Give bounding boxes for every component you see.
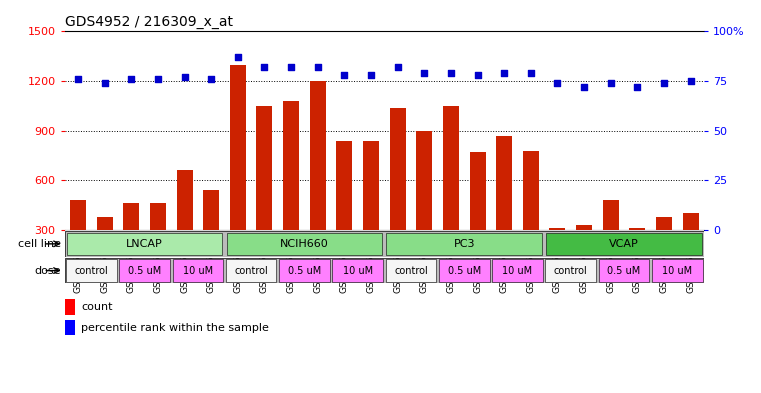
Bar bbox=[386, 259, 436, 282]
Text: GDS4952 / 216309_x_at: GDS4952 / 216309_x_at bbox=[65, 15, 233, 29]
Bar bbox=[576, 225, 592, 279]
Bar bbox=[256, 106, 272, 279]
Bar bbox=[283, 101, 299, 279]
Point bbox=[285, 64, 297, 70]
Bar bbox=[227, 233, 382, 255]
Bar bbox=[546, 259, 596, 282]
Bar bbox=[603, 200, 619, 279]
Text: control: control bbox=[554, 266, 587, 275]
Bar bbox=[683, 213, 699, 279]
Point bbox=[338, 72, 350, 78]
Bar bbox=[279, 259, 330, 282]
Text: 0.5 uM: 0.5 uM bbox=[288, 266, 321, 275]
Point bbox=[391, 64, 403, 70]
Text: 10 uM: 10 uM bbox=[662, 266, 693, 275]
Text: cell line: cell line bbox=[18, 239, 61, 249]
Point bbox=[444, 70, 457, 76]
Text: control: control bbox=[394, 266, 428, 275]
Point bbox=[524, 70, 537, 76]
Bar bbox=[656, 217, 672, 279]
Text: 10 uM: 10 uM bbox=[183, 266, 213, 275]
Point bbox=[471, 72, 484, 78]
Text: NCIH660: NCIH660 bbox=[280, 239, 329, 249]
Point bbox=[365, 72, 377, 78]
Bar bbox=[470, 152, 486, 279]
Text: 10 uM: 10 uM bbox=[502, 266, 533, 275]
Bar bbox=[523, 151, 539, 279]
Point bbox=[205, 76, 218, 82]
Bar bbox=[67, 233, 222, 255]
Point bbox=[604, 80, 616, 86]
Bar bbox=[549, 228, 565, 279]
Bar bbox=[629, 228, 645, 279]
Point bbox=[231, 54, 244, 61]
Point bbox=[125, 76, 137, 82]
Bar bbox=[416, 130, 432, 279]
Bar bbox=[65, 299, 75, 314]
Bar bbox=[70, 200, 86, 279]
Bar bbox=[546, 233, 702, 255]
Point bbox=[684, 78, 696, 84]
Bar bbox=[97, 217, 113, 279]
Text: 0.5 uM: 0.5 uM bbox=[607, 266, 641, 275]
Text: PC3: PC3 bbox=[454, 239, 475, 249]
Text: control: control bbox=[75, 266, 108, 275]
Bar bbox=[439, 259, 489, 282]
Text: 10 uM: 10 uM bbox=[342, 266, 373, 275]
Text: VCAP: VCAP bbox=[609, 239, 639, 249]
Bar bbox=[119, 259, 170, 282]
Point bbox=[151, 76, 164, 82]
Point bbox=[631, 84, 643, 90]
Bar bbox=[492, 259, 543, 282]
Point bbox=[258, 64, 271, 70]
Bar bbox=[363, 141, 379, 279]
Bar bbox=[226, 259, 276, 282]
Bar bbox=[123, 204, 139, 279]
Bar bbox=[66, 259, 116, 282]
Bar bbox=[387, 233, 542, 255]
Text: control: control bbox=[234, 266, 268, 275]
Text: LNCAP: LNCAP bbox=[126, 239, 163, 249]
Bar bbox=[333, 259, 383, 282]
Bar bbox=[65, 320, 75, 335]
Bar bbox=[599, 259, 649, 282]
Bar bbox=[203, 190, 219, 279]
Text: 0.5 uM: 0.5 uM bbox=[447, 266, 481, 275]
Bar bbox=[150, 204, 166, 279]
Bar bbox=[177, 170, 193, 279]
Point bbox=[72, 76, 84, 82]
Bar bbox=[496, 136, 512, 279]
Text: count: count bbox=[81, 302, 113, 312]
Text: dose: dose bbox=[34, 266, 61, 275]
Bar bbox=[652, 259, 702, 282]
Bar bbox=[230, 64, 246, 279]
Text: percentile rank within the sample: percentile rank within the sample bbox=[81, 323, 269, 332]
Bar bbox=[443, 106, 459, 279]
Point bbox=[312, 64, 324, 70]
Bar bbox=[173, 259, 223, 282]
Point bbox=[578, 84, 590, 90]
Point bbox=[551, 80, 563, 86]
Bar bbox=[336, 141, 352, 279]
Point bbox=[658, 80, 670, 86]
Text: 0.5 uM: 0.5 uM bbox=[128, 266, 161, 275]
Point bbox=[498, 70, 510, 76]
Point bbox=[98, 80, 111, 86]
Bar bbox=[390, 108, 406, 279]
Bar bbox=[310, 81, 326, 279]
Point bbox=[419, 70, 431, 76]
Point bbox=[178, 74, 190, 80]
